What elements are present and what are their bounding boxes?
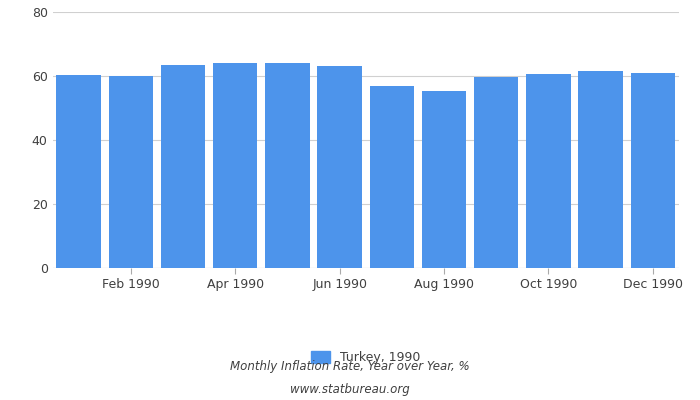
Bar <box>578 70 623 268</box>
Bar <box>57 75 101 268</box>
Bar <box>631 74 675 268</box>
Bar <box>213 62 258 268</box>
Bar <box>474 77 519 268</box>
Bar <box>370 86 414 268</box>
Bar <box>108 76 153 268</box>
Bar <box>161 65 205 268</box>
Bar <box>265 62 309 268</box>
Text: www.statbureau.org: www.statbureau.org <box>290 383 410 396</box>
Legend: Turkey, 1990: Turkey, 1990 <box>306 346 426 369</box>
Bar <box>526 74 570 268</box>
Text: Monthly Inflation Rate, Year over Year, %: Monthly Inflation Rate, Year over Year, … <box>230 360 470 373</box>
Bar <box>422 91 466 268</box>
Bar <box>318 66 362 268</box>
